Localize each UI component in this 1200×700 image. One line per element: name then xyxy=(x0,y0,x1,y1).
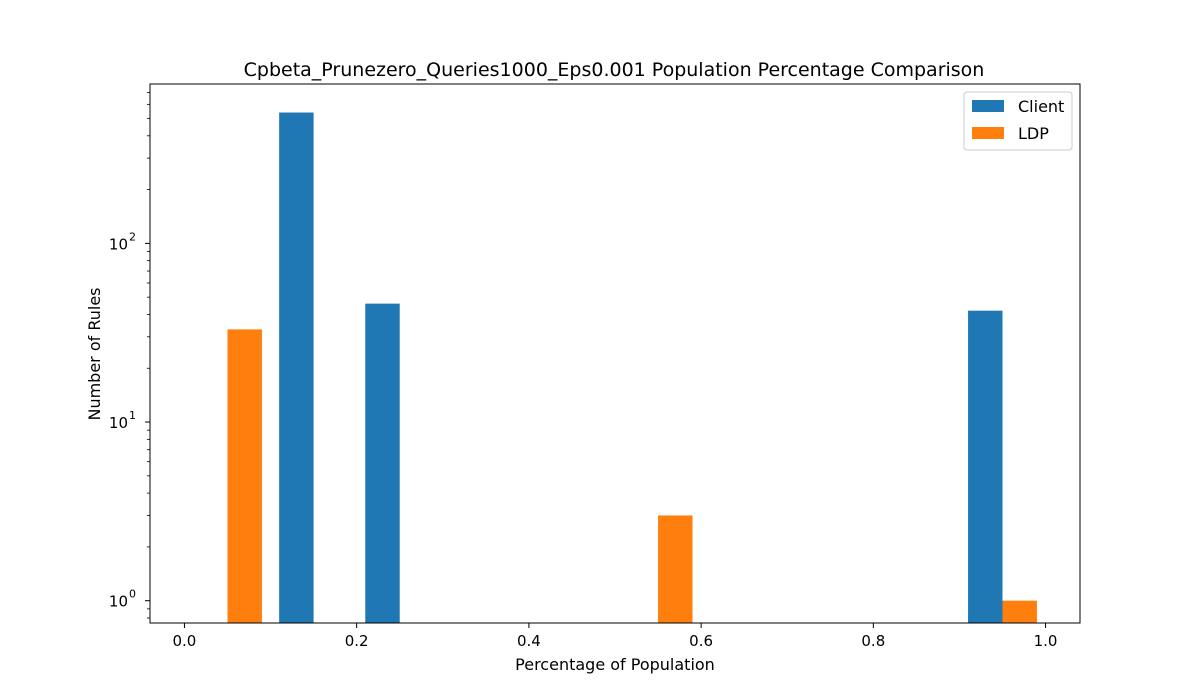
bar-ldp-1 xyxy=(658,515,693,623)
bars-layer xyxy=(227,112,1037,624)
bar-ldp-2 xyxy=(1002,600,1037,623)
bar-client-1 xyxy=(365,303,400,623)
y-tick-label: 10 xyxy=(109,414,128,432)
legend-label-ldp: LDP xyxy=(1018,124,1049,143)
bar-client-0 xyxy=(279,112,314,624)
legend: Client LDP xyxy=(963,91,1073,151)
y-tick-label: 10 xyxy=(109,235,128,253)
y-tick-label: 10 xyxy=(109,593,128,611)
chart-title: Cpbeta_Prunezero_Queries1000_Eps0.001 Po… xyxy=(244,59,985,81)
x-tick-label: 0.4 xyxy=(517,632,541,650)
legend-swatch-ldp xyxy=(972,127,1004,139)
x-tick-label: 0.6 xyxy=(689,632,713,650)
legend-swatch-client xyxy=(972,100,1004,112)
bar-client-2 xyxy=(968,310,1003,623)
y-tick-exponent: 0 xyxy=(129,588,136,601)
x-tick-label: 0.0 xyxy=(173,632,197,650)
x-tick-label: 1.0 xyxy=(1034,632,1058,650)
x-tick-label: 0.8 xyxy=(861,632,885,650)
plot-frame xyxy=(149,83,1081,624)
x-axis-label: Percentage of Population xyxy=(515,655,715,674)
legend-label-client: Client xyxy=(1018,97,1064,116)
bar-ldp-0 xyxy=(227,329,262,623)
x-tick-label: 0.2 xyxy=(345,632,369,650)
x-axis: 0.0 0.2 0.4 0.6 0.8 1.0 xyxy=(173,623,1058,650)
y-axis-label: Number of Rules xyxy=(85,287,104,420)
y-tick-exponent: 2 xyxy=(129,230,136,243)
y-tick-exponent: 1 xyxy=(129,409,136,422)
